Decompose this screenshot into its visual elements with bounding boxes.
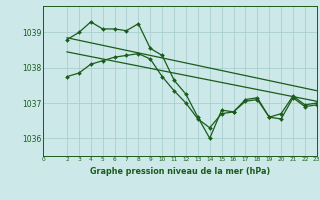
X-axis label: Graphe pression niveau de la mer (hPa): Graphe pression niveau de la mer (hPa) [90,167,270,176]
